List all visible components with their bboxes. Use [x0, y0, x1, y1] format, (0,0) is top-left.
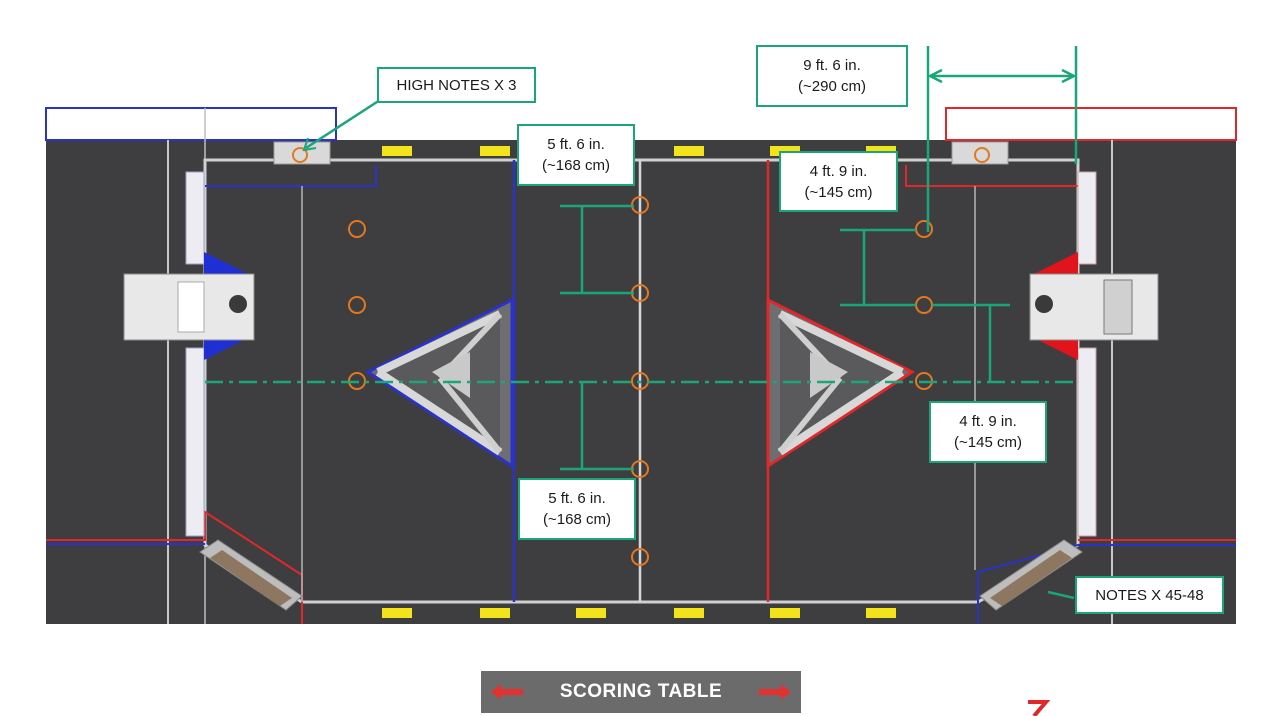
red-stage [766, 297, 916, 469]
notes-source-text: NOTES X 45-48 [1095, 586, 1204, 604]
scoring-table-banner: SCORING TABLE [481, 671, 801, 713]
wing-line-imperial: 9 ft. 6 in. [803, 57, 861, 74]
high-notes-text: HIGH NOTES X 3 [396, 76, 517, 94]
blue-speaker-inner [177, 281, 205, 333]
blue-alliance-banner [45, 107, 337, 141]
notes-source-label: NOTES X 45-48 [1075, 576, 1224, 614]
top-center-imperial: 5 ft. 6 in. [547, 136, 605, 153]
red-source [979, 539, 1083, 611]
blue-wall-upper [185, 171, 205, 265]
bottom-center-spacing-dimension: 5 ft. 6 in. (~168 cm) [518, 478, 636, 540]
red-speaker-opening [1035, 295, 1053, 313]
red-lower-metric: (~145 cm) [954, 434, 1022, 451]
right-arrow-icon [759, 684, 791, 700]
red-speaker-inner [1103, 279, 1133, 335]
red-upper-metric: (~145 cm) [804, 183, 873, 201]
red-upper-imperial: 4 ft. 9 in. [809, 162, 868, 180]
red-lower-imperial: 4 ft. 9 in. [959, 413, 1017, 430]
top-center-spacing-dimension: 5 ft. 6 in. (~168 cm) [517, 124, 635, 186]
blue-amp [273, 141, 331, 165]
red-upper-spacing-dimension: 4 ft. 9 in. (~145 cm) [779, 151, 898, 212]
logo-fragment [1028, 700, 1051, 716]
high-notes-label: HIGH NOTES X 3 [377, 67, 536, 103]
left-arrow-icon [491, 684, 523, 700]
blue-source-zone-line [205, 165, 377, 187]
blue-wall-lower [185, 347, 205, 537]
blue-stage [364, 297, 514, 469]
top-center-metric: (~168 cm) [542, 157, 610, 174]
wing-line-dimension: 9 ft. 6 in. (~290 cm) [756, 45, 908, 107]
scoring-table-label: SCORING TABLE [559, 681, 723, 702]
bottom-center-imperial: 5 ft. 6 in. [548, 490, 606, 507]
red-lower-spacing-dimension: 4 ft. 9 in. (~145 cm) [929, 401, 1047, 463]
bottom-yellow-markers [382, 608, 896, 618]
blue-source [199, 539, 303, 611]
blue-speaker-opening [229, 295, 247, 313]
bottom-center-metric: (~168 cm) [543, 511, 611, 528]
red-amp [951, 141, 1009, 165]
high-notes-leader-head [302, 137, 317, 152]
red-wall-upper [1077, 171, 1097, 265]
blue-bottom-line2 [977, 544, 1236, 573]
wing-line-metric: (~290 cm) [798, 78, 866, 95]
red-wall-lower [1077, 347, 1097, 537]
red-alliance-banner [945, 107, 1237, 141]
red-source-zone-line [905, 165, 1078, 187]
measurement-lines [305, 46, 1078, 600]
